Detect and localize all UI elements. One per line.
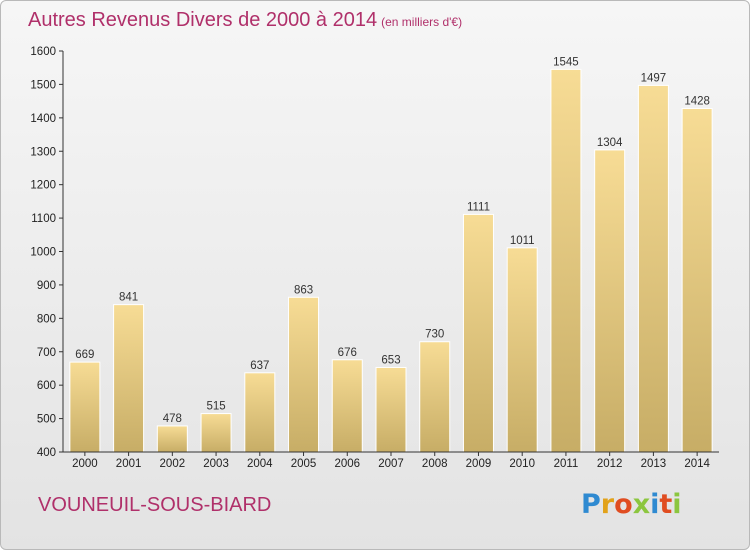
bar-2012: [594, 149, 626, 453]
x-tick-label-2001: 2001: [116, 458, 142, 470]
bar-2004: [244, 372, 276, 453]
bar-value-label-2009: 1111: [467, 201, 490, 213]
bar-value-label-2007: 653: [381, 354, 400, 366]
y-tick-label-1100: 1100: [31, 213, 56, 225]
logo-letter: x: [632, 489, 651, 520]
proxiti-logo: Proxiti: [581, 489, 682, 520]
y-tick-label-1500: 1500: [30, 79, 56, 91]
y-tick-label-1600: 1600: [30, 46, 56, 58]
bar-2005: [288, 296, 320, 453]
bar-2002: [156, 425, 188, 453]
logo-letter: i: [650, 489, 660, 520]
x-tick-label-2003: 2003: [203, 458, 229, 470]
bar-2008: [419, 341, 451, 453]
bar-value-label-2008: 730: [425, 329, 444, 341]
chart-title-text: Autres Revenus Divers de 2000 à 2014: [28, 9, 378, 31]
y-tick-label-500: 500: [37, 414, 56, 426]
x-tick-label-2009: 2009: [466, 458, 492, 470]
bar-2007: [375, 366, 407, 453]
bar-2010: [506, 247, 538, 453]
logo-letter: o: [614, 489, 633, 520]
x-tick-label-2013: 2013: [641, 458, 667, 470]
y-tick-label-600: 600: [37, 380, 56, 392]
bar-2013: [637, 84, 669, 453]
bar-value-label-2000: 669: [75, 349, 94, 361]
bar-value-label-2012: 1304: [597, 137, 623, 149]
logo-letter: P: [581, 489, 601, 520]
x-tick-label-2002: 2002: [160, 458, 186, 470]
bar-2014: [681, 107, 713, 453]
bar-value-label-2011: 1545: [553, 56, 579, 68]
x-tick-label-2011: 2011: [554, 458, 579, 470]
x-tick-label-2007: 2007: [378, 458, 404, 470]
bar-value-label-2005: 863: [294, 284, 313, 296]
x-tick-label-2008: 2008: [422, 458, 448, 470]
x-tick-label-2012: 2012: [597, 458, 623, 470]
bar-2000: [69, 361, 101, 453]
bar-2001: [113, 304, 145, 453]
x-tick-label-2006: 2006: [334, 458, 360, 470]
axes-group: 2000 2001 2002 2003 2004 2005 2006 2007 2008 2009…: [30, 46, 719, 470]
y-tick-label-1300: 1300: [30, 146, 56, 158]
y-tick-label-700: 700: [37, 347, 56, 359]
y-tick-label-1000: 1000: [30, 247, 56, 259]
bar-value-label-2013: 1497: [641, 72, 667, 84]
logo-letter: t: [659, 489, 673, 520]
bar-value-label-2014: 1428: [684, 95, 710, 107]
bars-group: 669 841 478 515 637 863 676 653 730 1111 1011 1545 1…: [69, 56, 713, 453]
y-tick-label-800: 800: [37, 313, 56, 325]
y-tick-label-1200: 1200: [30, 180, 56, 192]
x-tick-label-2005: 2005: [291, 458, 317, 470]
bar-value-label-2002: 478: [163, 413, 182, 425]
x-tick-label-2010: 2010: [509, 458, 535, 470]
bar-2006: [331, 359, 363, 453]
bar-value-label-2003: 515: [206, 401, 225, 413]
x-tick-label-2004: 2004: [247, 458, 273, 470]
commune-name: VOUNEUIL-SOUS-BIARD: [38, 494, 272, 516]
bar-value-label-2006: 676: [338, 347, 357, 359]
y-tick-label-900: 900: [37, 280, 56, 292]
logo-letter: r: [600, 489, 615, 520]
bar-2011: [550, 68, 582, 453]
chart-unit-note: (en milliers d'€): [381, 15, 463, 29]
bar-value-label-2004: 637: [250, 360, 269, 372]
logo-letter: i: [672, 489, 682, 520]
bar-2009: [462, 213, 494, 453]
chart-title: Autres Revenus Divers de 2000 à 2014 (en …: [28, 9, 462, 32]
bar-value-label-2001: 841: [119, 292, 138, 304]
x-tick-label-2014: 2014: [684, 458, 710, 470]
x-tick-label-2000: 2000: [72, 458, 98, 470]
y-tick-label-1400: 1400: [30, 113, 56, 125]
y-tick-label-400: 400: [37, 447, 56, 459]
bar-value-label-2010: 1011: [510, 235, 535, 247]
bar-2003: [200, 413, 232, 453]
